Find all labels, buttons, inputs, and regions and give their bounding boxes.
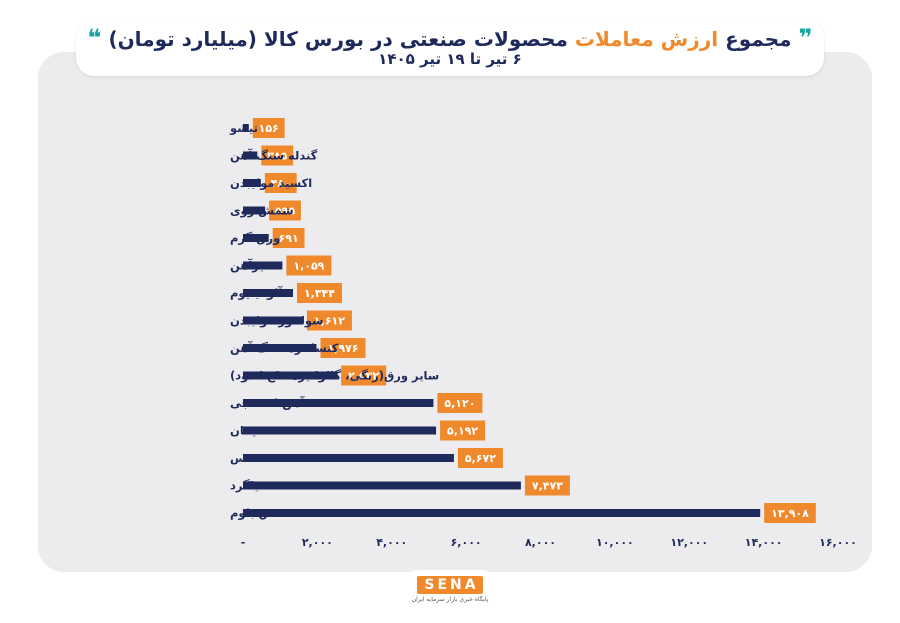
data-label-box bbox=[296, 283, 342, 303]
data-label: ۵,۶۷۲ bbox=[465, 452, 496, 465]
logo-text: SENA bbox=[417, 576, 483, 594]
data-label: ۱۳,۹۰۸ bbox=[771, 507, 809, 520]
data-label-box bbox=[457, 448, 503, 468]
chart-title: ❞ مجموع ارزش معاملات محصولات صنعتی در بو… bbox=[76, 24, 824, 52]
x-tick-label: ۱۲,۰۰۰ bbox=[670, 536, 708, 549]
data-label: ۱,۹۷۶ bbox=[327, 342, 358, 355]
chart-title-box: ❞ مجموع ارزش معاملات محصولات صنعتی در بو… bbox=[76, 20, 824, 76]
data-label-box bbox=[341, 365, 387, 386]
x-tick-label: ۱۶,۰۰۰ bbox=[819, 536, 857, 549]
close-quote-icon: ❝ bbox=[87, 24, 102, 52]
chart-subtitle: ۶ تیر تا ۱۹ تیر ۱۴۰۵ bbox=[378, 50, 522, 68]
data-label: ۷,۴۷۳ bbox=[532, 480, 563, 493]
logo: SENA پایگاه خبری بازار سرمایه ایران bbox=[404, 570, 496, 616]
category-label: آلومینیوم bbox=[230, 286, 283, 301]
data-label: ۴۸۰ bbox=[271, 177, 291, 190]
x-tick-label: ۱۴,۰۰۰ bbox=[745, 536, 783, 549]
data-label-box bbox=[269, 200, 301, 221]
data-label-box bbox=[252, 118, 285, 138]
title-accent: ارزش معاملات bbox=[574, 27, 719, 51]
data-label: ۱۵۶ bbox=[259, 122, 279, 135]
bar bbox=[243, 481, 521, 490]
data-label: ۱,۳۴۴ bbox=[304, 287, 335, 300]
category-label: اکسید مولیبدن bbox=[230, 176, 312, 191]
data-label-box bbox=[524, 475, 570, 496]
x-tick-label: ۸,۰۰۰ bbox=[525, 536, 556, 549]
data-label: ۵,۱۹۲ bbox=[447, 425, 478, 438]
data-label-box bbox=[764, 503, 816, 523]
category-label: سولفور مولیبدن bbox=[230, 314, 323, 329]
bar bbox=[243, 179, 261, 187]
data-label: ۱,۶۱۲ bbox=[314, 315, 345, 328]
bar bbox=[243, 344, 317, 352]
data-label: ۱,۰۵۹ bbox=[293, 260, 324, 273]
category-label: مس bbox=[230, 451, 253, 465]
logo-subtext: پایگاه خبری بازار سرمایه ایران bbox=[411, 596, 489, 603]
bar bbox=[243, 206, 266, 215]
data-label-box bbox=[440, 420, 486, 441]
data-label: ۶۹۱ bbox=[279, 232, 299, 245]
category-label: گندله سنگ آهن bbox=[230, 149, 318, 163]
category-label: تیشو bbox=[229, 121, 258, 136]
bar bbox=[243, 151, 258, 160]
data-label: ۵۹۵ bbox=[275, 205, 295, 218]
category-label: کنسانتره سنگ آهن bbox=[230, 341, 339, 355]
category-label: سایر ورق(رنگی، گالوانیزه،قلع اندود) bbox=[230, 369, 439, 384]
data-label-box bbox=[261, 145, 294, 166]
category-label: شمش روی bbox=[230, 204, 294, 219]
category-label: سیمان bbox=[230, 424, 268, 438]
category-label: آهن اسفنجی bbox=[230, 396, 305, 410]
bar bbox=[243, 371, 338, 380]
bar bbox=[243, 426, 437, 435]
data-label-box bbox=[320, 338, 366, 358]
x-tick-label: ۱۰,۰۰۰ bbox=[596, 536, 634, 549]
category-label: تیرآهن bbox=[230, 259, 268, 273]
bar bbox=[243, 454, 454, 462]
data-label-box bbox=[272, 228, 305, 248]
open-quote-icon: ❞ bbox=[798, 24, 813, 52]
title-part1: مجموع bbox=[725, 27, 792, 51]
data-label-box bbox=[306, 310, 352, 331]
category-label: شمش بلوم bbox=[230, 506, 294, 521]
bar bbox=[243, 289, 293, 297]
title-part2: محصولات صنعتی در بورس کالا (میلیارد توما… bbox=[108, 27, 568, 51]
bar bbox=[243, 124, 249, 132]
data-label-box bbox=[286, 255, 332, 276]
category-label: ورق گرم bbox=[230, 231, 280, 246]
bar bbox=[243, 316, 303, 325]
x-tick-label: - bbox=[241, 536, 246, 549]
x-tick-label: ۲,۰۰۰ bbox=[302, 536, 333, 549]
x-tick-label: ۴,۰۰۰ bbox=[376, 536, 407, 549]
data-label: ۲,۵۳۲ bbox=[348, 370, 379, 383]
bar bbox=[243, 261, 283, 270]
data-label: ۳۸۵ bbox=[267, 150, 287, 163]
data-label-box bbox=[437, 393, 483, 413]
bar bbox=[243, 509, 761, 517]
data-label-box bbox=[264, 173, 297, 193]
data-label: ۵,۱۲۰ bbox=[444, 397, 475, 410]
category-label: میلگرد bbox=[230, 479, 266, 493]
x-tick-label: ۶,۰۰۰ bbox=[451, 536, 482, 549]
bar bbox=[243, 234, 269, 242]
bar bbox=[243, 399, 434, 407]
